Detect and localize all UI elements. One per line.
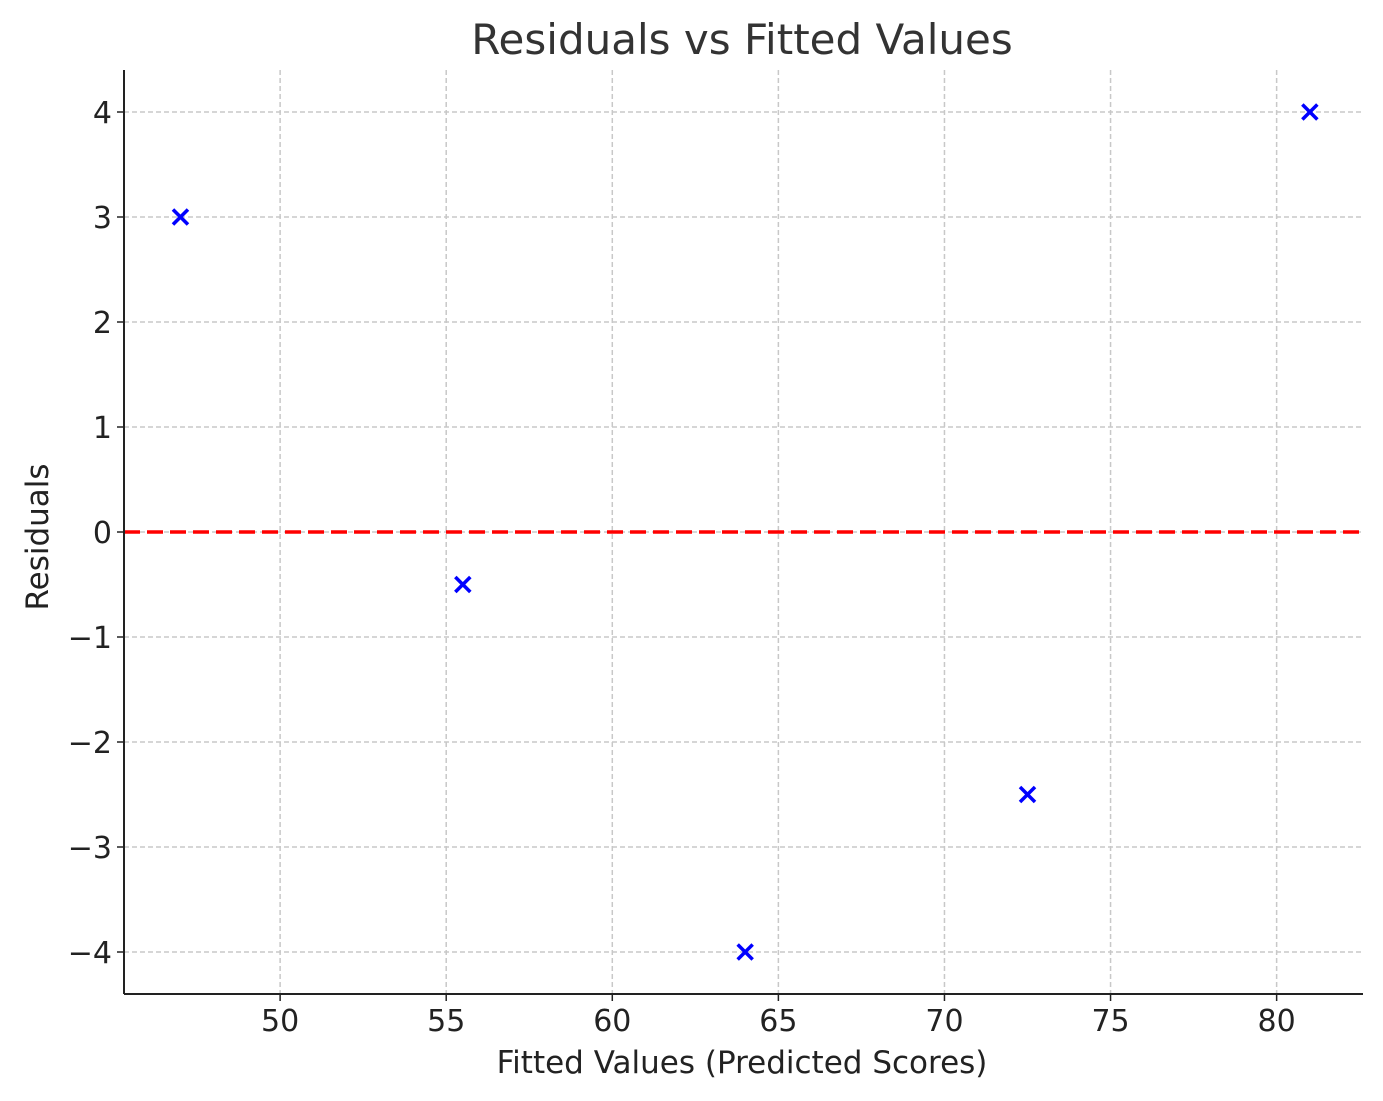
data-point — [1018, 785, 1037, 804]
x-tick-label: 50 — [261, 1004, 299, 1039]
tick-labels: 50 55 60 65 70 75 80 4 3 2 1 0 −1 −2 −3 −4 — [68, 96, 1296, 1039]
y-axis-label: Residuals — [20, 463, 56, 610]
y-tick-label: −4 — [68, 936, 112, 971]
y-tick-label: −1 — [68, 621, 112, 656]
data-point — [454, 575, 472, 594]
x-tick-label: 65 — [759, 1004, 797, 1039]
data-point — [736, 943, 754, 961]
y-tick-label: −3 — [68, 831, 112, 866]
y-tick-label: 3 — [93, 201, 112, 236]
data-point-stroke — [1301, 103, 1319, 121]
y-tick-label: 1 — [93, 411, 112, 446]
y-tick-label: 2 — [93, 306, 112, 341]
data-point-stroke — [736, 943, 754, 961]
x-tick-label: 80 — [1258, 1004, 1296, 1039]
chart-title: Residuals vs Fitted Values — [471, 15, 1012, 64]
data-points — [171, 103, 1319, 961]
axes — [117, 70, 1363, 1001]
x-tick-label: 70 — [925, 1004, 963, 1039]
data-point — [171, 208, 190, 226]
x-tick-label: 60 — [593, 1004, 631, 1039]
y-tick-label: 4 — [93, 96, 112, 131]
y-tick-label: −2 — [68, 726, 112, 761]
data-point-stroke — [1018, 785, 1037, 804]
x-axis-label: Fitted Values (Predicted Scores) — [497, 1045, 988, 1081]
y-tick-label: 0 — [93, 516, 112, 551]
x-tick-label: 75 — [1091, 1004, 1129, 1039]
data-point-stroke — [171, 208, 190, 226]
data-point — [1301, 103, 1319, 121]
x-tick-label: 55 — [427, 1004, 465, 1039]
data-point-stroke — [454, 575, 472, 594]
